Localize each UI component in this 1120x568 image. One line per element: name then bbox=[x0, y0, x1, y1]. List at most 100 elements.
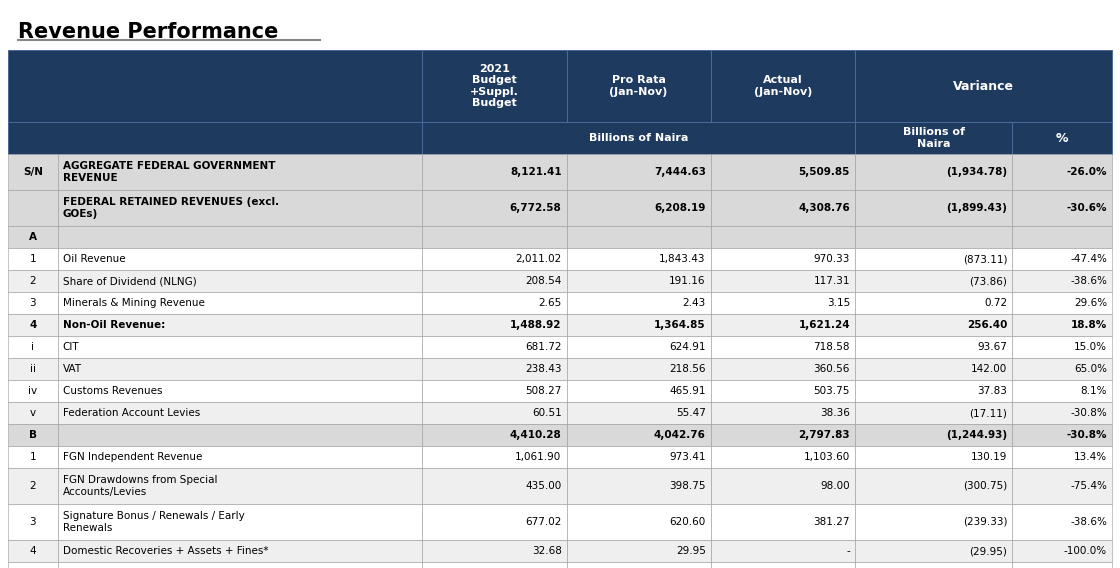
Bar bbox=[58, 314, 422, 336]
Text: 2.43: 2.43 bbox=[682, 298, 706, 308]
Text: 681.72: 681.72 bbox=[525, 342, 561, 352]
Text: 4,308.76: 4,308.76 bbox=[799, 203, 850, 213]
Text: 238.43: 238.43 bbox=[525, 364, 561, 374]
Text: 1,488.92: 1,488.92 bbox=[510, 320, 561, 330]
Bar bbox=[855, 358, 1012, 380]
Bar bbox=[711, 504, 855, 540]
Text: Federation Account Levies: Federation Account Levies bbox=[63, 408, 200, 418]
Bar bbox=[567, 424, 711, 446]
Text: Billions of Naira: Billions of Naira bbox=[589, 133, 689, 143]
Bar bbox=[855, 154, 1012, 190]
Text: B: B bbox=[29, 430, 37, 440]
Text: ii: ii bbox=[30, 364, 36, 374]
Bar bbox=[711, 358, 855, 380]
Text: 18.8%: 18.8% bbox=[1071, 320, 1107, 330]
Bar bbox=[58, 336, 422, 358]
Bar bbox=[1012, 540, 1112, 562]
Text: 4,042.76: 4,042.76 bbox=[654, 430, 706, 440]
Text: 1: 1 bbox=[29, 452, 36, 462]
Text: Signature Bonus / Renewals / Early
Renewals: Signature Bonus / Renewals / Early Renew… bbox=[63, 511, 244, 533]
Text: 117.31: 117.31 bbox=[813, 276, 850, 286]
Text: 7,444.63: 7,444.63 bbox=[654, 167, 706, 177]
Bar bbox=[567, 248, 711, 270]
Text: Minerals & Mining Revenue: Minerals & Mining Revenue bbox=[63, 298, 205, 308]
Bar bbox=[8, 402, 58, 424]
Bar bbox=[1012, 562, 1112, 568]
Text: VAT: VAT bbox=[63, 364, 82, 374]
Text: 381.27: 381.27 bbox=[813, 517, 850, 527]
Text: 2,797.83: 2,797.83 bbox=[799, 430, 850, 440]
Bar bbox=[1012, 402, 1112, 424]
Text: -30.8%: -30.8% bbox=[1066, 430, 1107, 440]
Bar bbox=[855, 122, 1012, 154]
Text: 13.4%: 13.4% bbox=[1074, 452, 1107, 462]
Bar bbox=[58, 504, 422, 540]
Bar bbox=[855, 336, 1012, 358]
Bar bbox=[855, 248, 1012, 270]
Bar bbox=[855, 314, 1012, 336]
Bar bbox=[1012, 154, 1112, 190]
Text: 8,121.41: 8,121.41 bbox=[510, 167, 561, 177]
Text: FGN Drawdowns from Special
Accounts/Levies: FGN Drawdowns from Special Accounts/Levi… bbox=[63, 475, 217, 497]
Bar bbox=[1012, 248, 1112, 270]
Text: 29.6%: 29.6% bbox=[1074, 298, 1107, 308]
Bar bbox=[58, 358, 422, 380]
Bar bbox=[58, 402, 422, 424]
Bar bbox=[422, 190, 567, 226]
Bar bbox=[711, 446, 855, 468]
Text: Variance: Variance bbox=[953, 80, 1014, 93]
Text: 218.56: 218.56 bbox=[670, 364, 706, 374]
Bar bbox=[567, 504, 711, 540]
Bar bbox=[422, 314, 567, 336]
Bar bbox=[711, 154, 855, 190]
Text: 970.33: 970.33 bbox=[813, 254, 850, 264]
Text: Share of Dividend (NLNG): Share of Dividend (NLNG) bbox=[63, 276, 197, 286]
Bar bbox=[8, 540, 58, 562]
Bar bbox=[855, 380, 1012, 402]
Bar bbox=[567, 336, 711, 358]
Bar bbox=[58, 248, 422, 270]
Bar bbox=[1012, 358, 1112, 380]
Text: Non-Oil Revenue:: Non-Oil Revenue: bbox=[63, 320, 165, 330]
Bar bbox=[855, 562, 1012, 568]
Text: 32.68: 32.68 bbox=[532, 546, 561, 556]
Bar bbox=[567, 402, 711, 424]
Text: 60.51: 60.51 bbox=[532, 408, 561, 418]
Text: -26.0%: -26.0% bbox=[1066, 167, 1107, 177]
Bar bbox=[58, 226, 422, 248]
Text: 624.91: 624.91 bbox=[670, 342, 706, 352]
Bar bbox=[711, 468, 855, 504]
Text: 4: 4 bbox=[29, 546, 36, 556]
Bar bbox=[8, 446, 58, 468]
Text: %: % bbox=[1056, 132, 1068, 144]
Text: 6,208.19: 6,208.19 bbox=[654, 203, 706, 213]
Text: Oil Revenue: Oil Revenue bbox=[63, 254, 125, 264]
Bar bbox=[855, 226, 1012, 248]
Text: 2021
Budget
+Suppl.
Budget: 2021 Budget +Suppl. Budget bbox=[470, 64, 519, 108]
Bar bbox=[8, 270, 58, 292]
Bar bbox=[1012, 122, 1112, 154]
Bar bbox=[711, 226, 855, 248]
Bar bbox=[58, 380, 422, 402]
Text: 5,509.85: 5,509.85 bbox=[799, 167, 850, 177]
Bar bbox=[711, 540, 855, 562]
Text: 256.40: 256.40 bbox=[967, 320, 1007, 330]
Text: 1,621.24: 1,621.24 bbox=[799, 320, 850, 330]
Bar bbox=[711, 190, 855, 226]
Bar bbox=[855, 446, 1012, 468]
Bar bbox=[855, 292, 1012, 314]
Bar bbox=[8, 50, 422, 122]
Bar bbox=[422, 446, 567, 468]
Bar bbox=[422, 270, 567, 292]
Bar bbox=[8, 380, 58, 402]
Bar bbox=[567, 380, 711, 402]
Bar bbox=[1012, 226, 1112, 248]
Text: 93.67: 93.67 bbox=[978, 342, 1007, 352]
Bar bbox=[8, 468, 58, 504]
Text: 508.27: 508.27 bbox=[525, 386, 561, 396]
Text: 677.02: 677.02 bbox=[525, 517, 561, 527]
Bar bbox=[422, 540, 567, 562]
Text: (29.95): (29.95) bbox=[970, 546, 1007, 556]
Bar bbox=[8, 504, 58, 540]
Text: 8.1%: 8.1% bbox=[1081, 386, 1107, 396]
